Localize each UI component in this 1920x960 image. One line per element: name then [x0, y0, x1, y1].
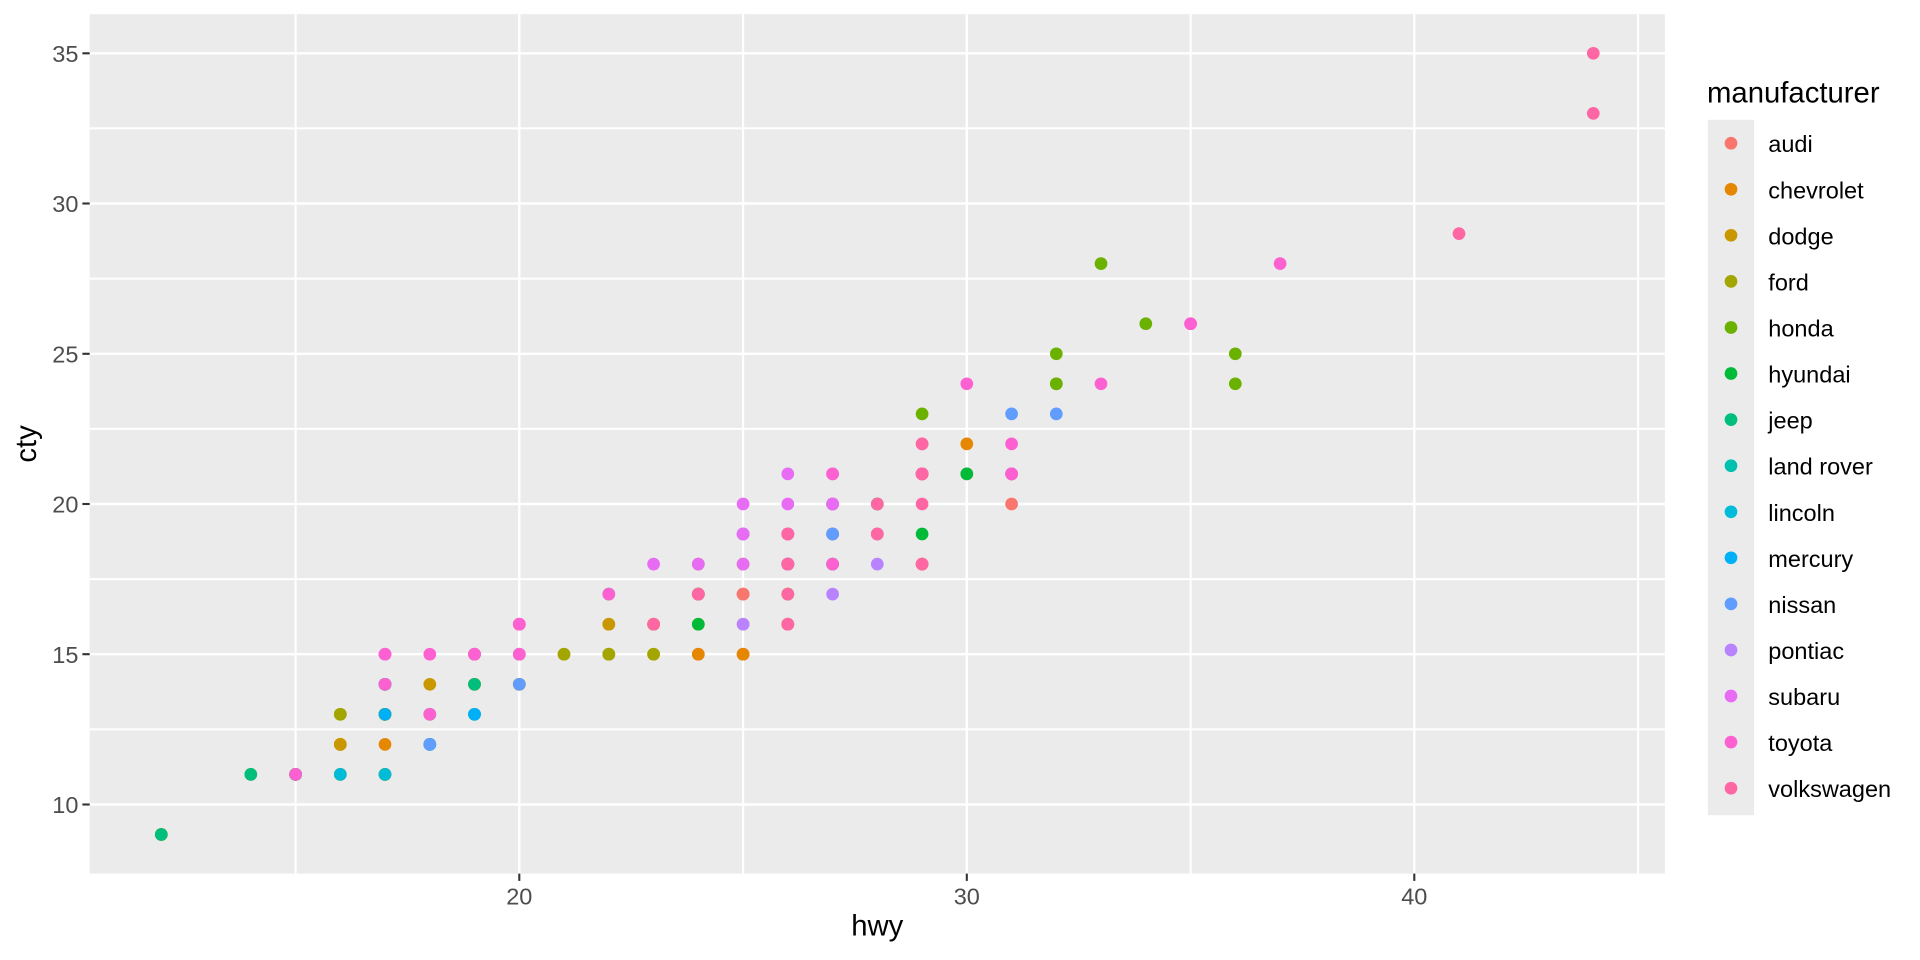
svg-text:15: 15 [52, 642, 78, 668]
svg-text:honda: honda [1768, 316, 1834, 342]
svg-text:30: 30 [52, 191, 78, 217]
svg-text:ford: ford [1768, 269, 1809, 295]
svg-text:land rover: land rover [1768, 454, 1873, 480]
svg-text:pontiac: pontiac [1768, 638, 1844, 664]
svg-text:dodge: dodge [1768, 223, 1833, 249]
svg-text:10: 10 [52, 792, 78, 818]
svg-text:jeep: jeep [1767, 408, 1812, 434]
svg-text:mercury: mercury [1768, 546, 1853, 572]
svg-text:audi: audi [1768, 131, 1812, 157]
svg-text:35: 35 [52, 41, 78, 67]
svg-text:volkswagen: volkswagen [1768, 776, 1891, 802]
svg-text:20: 20 [52, 492, 78, 518]
svg-text:40: 40 [1401, 883, 1427, 909]
svg-text:chevrolet: chevrolet [1768, 177, 1864, 203]
svg-text:30: 30 [954, 883, 980, 909]
svg-text:nissan: nissan [1768, 592, 1836, 618]
svg-text:manufacturer: manufacturer [1707, 77, 1880, 110]
svg-text:toyota: toyota [1768, 730, 1833, 756]
svg-text:hwy: hwy [851, 910, 903, 943]
svg-text:subaru: subaru [1768, 684, 1840, 710]
svg-text:lincoln: lincoln [1768, 500, 1835, 526]
svg-text:cty: cty [10, 425, 43, 463]
svg-text:25: 25 [52, 341, 78, 367]
svg-text:20: 20 [506, 883, 532, 909]
svg-text:hyundai: hyundai [1768, 362, 1850, 388]
